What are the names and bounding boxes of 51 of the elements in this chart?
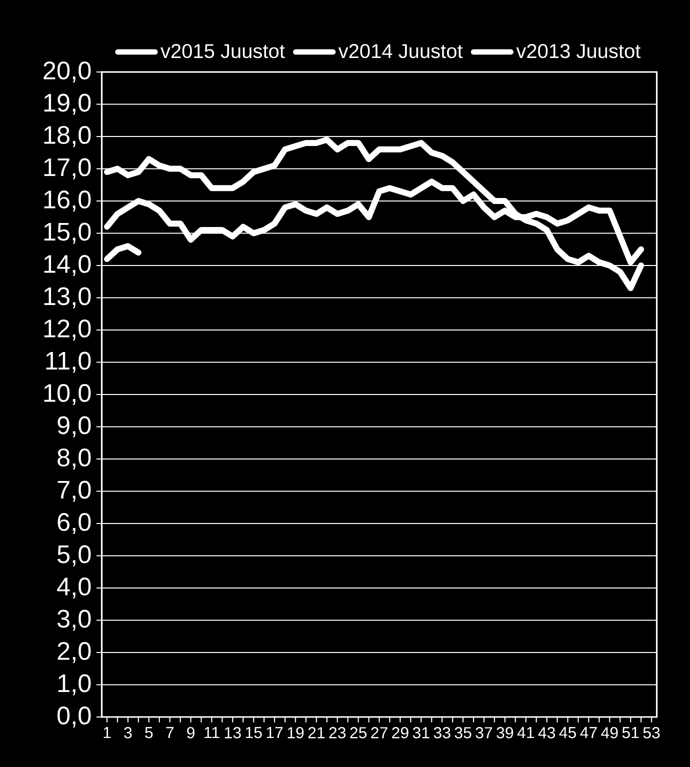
x-tick-label: 41 <box>517 727 534 738</box>
x-tick-label: 45 <box>559 727 576 738</box>
y-tick-label: 12,0 <box>44 320 91 340</box>
x-tick-label: 37 <box>476 727 492 738</box>
x-tick-label: 49 <box>601 727 618 738</box>
x-tick-label: 9 <box>187 727 194 738</box>
y-tick-label: 20,0 <box>44 62 91 82</box>
x-tick-label: 23 <box>329 727 346 738</box>
x-tick-label: 21 <box>308 727 325 738</box>
x-tick-label: 5 <box>145 727 153 738</box>
y-tick-label: 17,0 <box>44 158 91 180</box>
x-tick-label: 31 <box>412 727 430 738</box>
y-tick-label: 1,0 <box>58 674 91 696</box>
x-tick-label: 35 <box>454 727 472 738</box>
y-tick-label: 6,0 <box>58 513 91 534</box>
x-tick-label: 25 <box>350 727 367 738</box>
y-tick-label: 8,0 <box>58 448 91 470</box>
x-tick-label: 15 <box>246 727 262 738</box>
y-tick-label: 14,0 <box>44 255 91 276</box>
x-tick-label: 3 <box>124 727 132 738</box>
x-tick-label: 39 <box>496 727 514 738</box>
y-tick-label: 5,0 <box>58 545 91 566</box>
y-tick-label: 18,0 <box>44 126 91 147</box>
legend-label: v2014 Juustot <box>338 44 463 58</box>
y-tick-label: 15,0 <box>44 222 91 244</box>
x-tick-label: 11 <box>204 727 220 738</box>
y-tick-label: 7,0 <box>58 480 91 502</box>
x-tick-label: 7 <box>166 727 174 738</box>
x-tick-label: 43 <box>538 727 556 738</box>
y-tick-label: 11,0 <box>46 352 91 373</box>
x-tick-label: 13 <box>224 727 241 738</box>
x-tick-label: 47 <box>580 727 597 738</box>
x-tick-label: 29 <box>392 727 408 738</box>
y-tick-label: 3,0 <box>57 610 91 631</box>
x-tick-label: 1 <box>104 727 111 738</box>
x-tick-label: 27 <box>371 727 388 738</box>
y-tick-label: 9,0 <box>58 416 91 438</box>
y-tick-label: 19,0 <box>44 94 91 115</box>
y-tick-label: 16,0 <box>44 190 91 212</box>
x-tick-label: 19 <box>288 727 304 738</box>
legend-label: v2013 Juustot <box>516 44 641 58</box>
y-tick-label: 0,0 <box>57 706 91 728</box>
x-tick-label: 53 <box>643 727 660 738</box>
legend-label: v2015 Juustot <box>160 44 285 58</box>
y-tick-label: 13,0 <box>44 287 91 308</box>
x-tick-label: 33 <box>434 727 450 738</box>
x-tick-label: 51 <box>622 727 639 738</box>
y-tick-label: 10,0 <box>44 384 91 405</box>
x-tick-label: 17 <box>266 727 283 738</box>
y-tick-label: 2,0 <box>58 642 91 663</box>
y-tick-label: 4,0 <box>57 578 91 598</box>
